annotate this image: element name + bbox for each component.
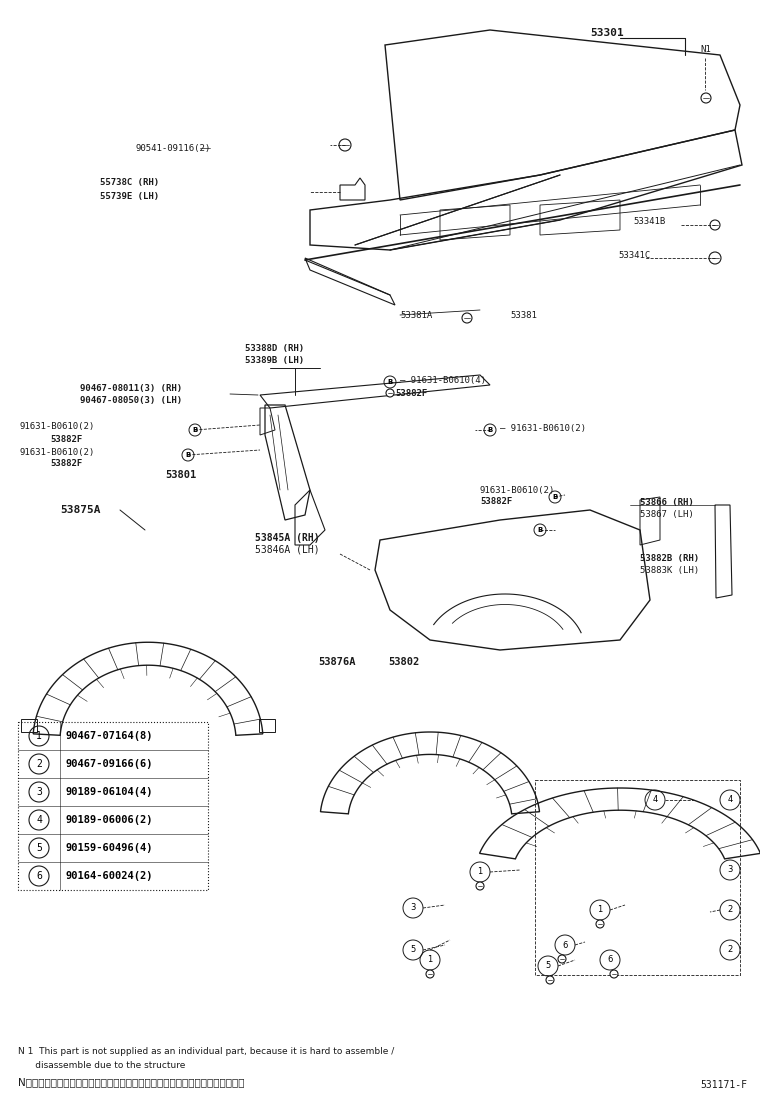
Circle shape <box>596 920 604 929</box>
Text: 5: 5 <box>36 843 42 853</box>
Text: 53341B: 53341B <box>633 218 665 227</box>
Text: B: B <box>185 451 191 458</box>
Circle shape <box>339 139 351 151</box>
Text: 3: 3 <box>410 903 416 913</box>
Text: 53845A (RH): 53845A (RH) <box>255 533 320 543</box>
Text: 53883K (LH): 53883K (LH) <box>640 566 699 575</box>
Text: 53882F: 53882F <box>480 497 512 506</box>
Text: 2: 2 <box>36 759 42 770</box>
Text: 3: 3 <box>727 865 733 874</box>
Text: 90189-06104(4): 90189-06104(4) <box>66 787 154 797</box>
Text: 53341C: 53341C <box>618 250 651 259</box>
Text: 53301: 53301 <box>590 28 624 38</box>
Text: B: B <box>388 379 393 385</box>
Text: 55738C (RH): 55738C (RH) <box>100 178 159 187</box>
Text: 53801: 53801 <box>165 470 196 480</box>
Text: 531171-F: 531171-F <box>700 1080 747 1090</box>
Text: B: B <box>192 427 198 433</box>
Text: 53875A: 53875A <box>60 505 100 515</box>
Text: B: B <box>487 427 492 433</box>
Text: 90189-06006(2): 90189-06006(2) <box>66 815 154 825</box>
Text: 53866 (RH): 53866 (RH) <box>640 498 694 507</box>
Text: 55739E (LH): 55739E (LH) <box>100 191 159 200</box>
Text: 53876A: 53876A <box>318 657 356 667</box>
Text: 2: 2 <box>727 905 733 914</box>
Text: — 91631-B0610(4): — 91631-B0610(4) <box>400 376 486 385</box>
Circle shape <box>476 882 484 890</box>
Text: 90541-09116(2): 90541-09116(2) <box>135 143 211 152</box>
Text: 53381A: 53381A <box>400 310 432 319</box>
Text: 5: 5 <box>546 962 551 971</box>
Text: 6: 6 <box>562 941 568 950</box>
Text: 91631-B0610(2): 91631-B0610(2) <box>20 447 95 457</box>
Circle shape <box>462 312 472 322</box>
Text: 53381: 53381 <box>510 310 537 319</box>
Text: 90467-08011(3) (RH): 90467-08011(3) (RH) <box>80 384 182 393</box>
Text: 1: 1 <box>36 731 42 741</box>
Text: 90164-60024(2): 90164-60024(2) <box>66 871 154 881</box>
Text: 53846A (LH): 53846A (LH) <box>255 545 320 555</box>
Text: 53882B (RH): 53882B (RH) <box>640 554 699 563</box>
Circle shape <box>701 93 711 103</box>
Text: 53802: 53802 <box>388 657 420 667</box>
Text: 6: 6 <box>36 871 42 881</box>
Text: 90467-09166(6): 90467-09166(6) <box>66 759 154 770</box>
Text: 1: 1 <box>477 867 483 876</box>
Text: disassemble due to the structure: disassemble due to the structure <box>18 1061 185 1070</box>
Text: N１この部品は、構造上分解・組付けが困難なため、単品では補給していません: N１この部品は、構造上分解・組付けが困難なため、単品では補給していません <box>18 1078 245 1088</box>
Text: — 91631-B0610(2): — 91631-B0610(2) <box>500 424 586 433</box>
Text: 1: 1 <box>597 905 603 914</box>
Text: 90467-08050(3) (LH): 90467-08050(3) (LH) <box>80 396 182 405</box>
Circle shape <box>710 220 720 230</box>
Text: B: B <box>553 494 558 500</box>
Text: 6: 6 <box>607 955 613 964</box>
Text: 53882F: 53882F <box>395 388 427 397</box>
Circle shape <box>709 252 721 264</box>
Text: 53389B (LH): 53389B (LH) <box>245 356 304 365</box>
Text: 53867 (LH): 53867 (LH) <box>640 510 694 519</box>
Text: N1: N1 <box>700 46 711 54</box>
Text: 53882F: 53882F <box>50 459 82 468</box>
Circle shape <box>546 976 554 984</box>
Circle shape <box>610 970 618 977</box>
Text: 4: 4 <box>727 795 733 804</box>
Text: 91631-B0610(2): 91631-B0610(2) <box>480 486 556 495</box>
Text: 2: 2 <box>727 945 733 954</box>
Text: B: B <box>537 527 543 533</box>
Text: 90159-60496(4): 90159-60496(4) <box>66 843 154 853</box>
Text: 53388D (RH): 53388D (RH) <box>245 344 304 353</box>
Text: 5: 5 <box>410 945 416 954</box>
Text: 1: 1 <box>427 955 432 964</box>
Circle shape <box>558 955 566 963</box>
Text: 3: 3 <box>36 787 42 797</box>
Text: 4: 4 <box>652 795 657 804</box>
Text: 53882F: 53882F <box>50 436 82 445</box>
Circle shape <box>426 970 434 977</box>
Circle shape <box>386 389 394 397</box>
Text: 91631-B0610(2): 91631-B0610(2) <box>20 423 95 431</box>
Text: 4: 4 <box>36 815 42 825</box>
Text: N 1  This part is not supplied as an individual part, because it is hard to asse: N 1 This part is not supplied as an indi… <box>18 1048 394 1056</box>
Text: 90467-07164(8): 90467-07164(8) <box>66 731 154 741</box>
